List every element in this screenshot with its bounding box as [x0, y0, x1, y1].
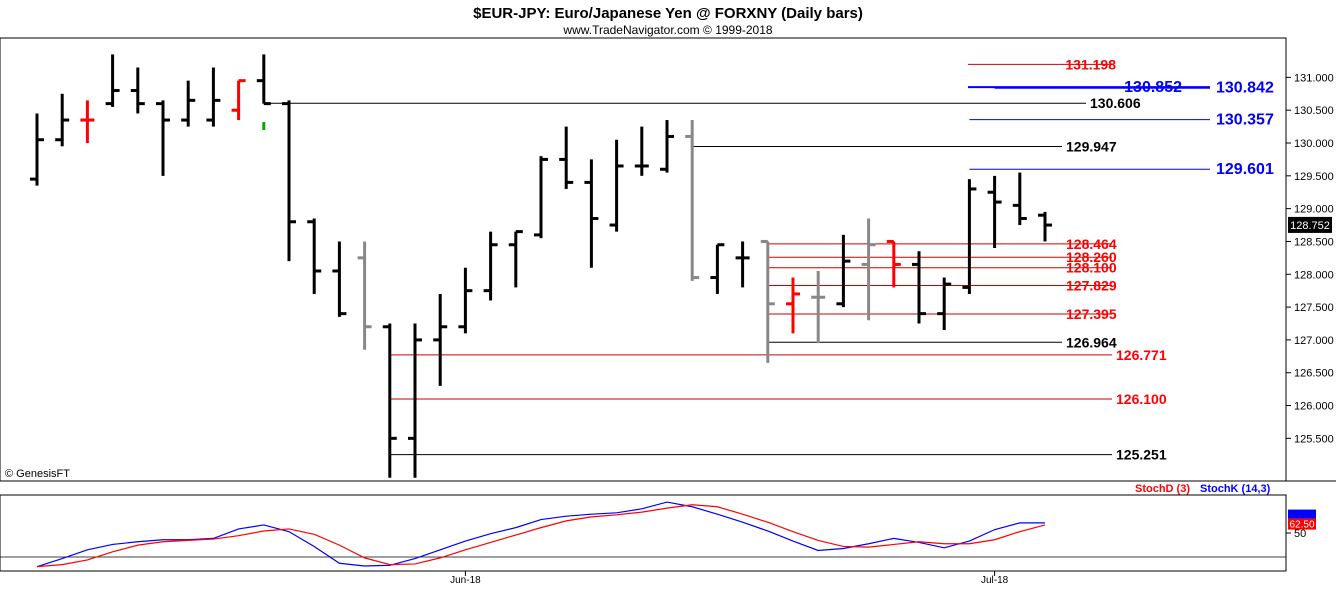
stoch-series-line: [36, 501, 1045, 568]
level-label: 129.601: [1216, 161, 1274, 178]
level-label: 125.251: [1116, 447, 1167, 463]
stoch-series-line: [36, 504, 1046, 568]
ohlc-bar: [811, 270, 826, 344]
y-tick-label: 126.500: [1294, 368, 1334, 380]
ohlc-bar: [735, 241, 750, 288]
chart-title: $EUR-JPY: Euro/Japanese Yen @ FORXNY (Da…: [473, 5, 863, 22]
x-tick-label: Jun-18: [450, 575, 481, 586]
ohlc-bar: [886, 239, 901, 288]
x-tick-label: Jul-18: [981, 575, 1009, 586]
ohlc-bar: [760, 239, 775, 363]
level-label: 130.606: [1090, 95, 1141, 111]
copyright-text: © GenesisFT: [5, 468, 70, 480]
ohlc-bar: [80, 100, 95, 144]
level-label: 130.357: [1216, 112, 1274, 129]
ohlc-bar: [1012, 172, 1027, 226]
ohlc-bar: [206, 67, 221, 127]
y-tick-label: 125.500: [1294, 433, 1334, 445]
last-value-badge: [1288, 216, 1332, 233]
ohlc-bar: [483, 231, 498, 301]
ohlc-bar: [156, 100, 170, 176]
level-label: 127.395: [1066, 306, 1117, 322]
osc-last-value-label: 62.50: [1289, 520, 1314, 531]
level-label: 126.771: [1116, 347, 1167, 363]
level-label: 129.947: [1066, 138, 1117, 154]
ohlc-bar: [987, 175, 1002, 249]
ohlc-bar: [508, 230, 523, 288]
ohlc-bar: [634, 126, 649, 176]
ohlc-bar: [30, 113, 44, 186]
chart-subtitle: www.TradeNavigator.com © 1999-2018: [562, 23, 772, 37]
ohlc-bar: [458, 267, 473, 334]
y-tick-label: 131.000: [1294, 72, 1334, 84]
ohlc-bar: [256, 54, 271, 106]
ohlc-bar: [786, 277, 800, 334]
level-label: 130.842: [1216, 80, 1274, 97]
ohlc-bar: [937, 277, 952, 331]
ohlc-bar: [559, 126, 574, 189]
last-value-label: 128.752: [1290, 220, 1330, 232]
osc-last-value-badge: [1288, 518, 1316, 530]
ohlc-bar: [685, 120, 700, 281]
osc-y-tick-label: 50: [1294, 528, 1306, 540]
level-label: 128.260: [1066, 249, 1117, 265]
osc-last-value-badge-top: [1288, 509, 1316, 519]
y-tick-label: 128.000: [1294, 269, 1334, 281]
legend-entry: StochK (14,3): [1200, 483, 1271, 495]
y-tick-label: 128.500: [1294, 236, 1334, 248]
ohlc-bar: [357, 241, 372, 350]
ohlc-bar: [433, 293, 448, 386]
ohlc-bar: [332, 241, 347, 317]
level-label: 131.198: [1065, 56, 1116, 72]
ohlc-bar: [609, 139, 624, 232]
y-tick-label: 127.500: [1294, 302, 1334, 314]
legend-entry: StochD (3): [1135, 483, 1190, 495]
ohlc-bar: [912, 251, 926, 324]
ohlc-bar: [584, 159, 599, 268]
ohlc-bar: [660, 120, 674, 173]
ohlc-bar: [710, 243, 725, 294]
ohlc-bar: [181, 80, 196, 127]
level-label: 128.464: [1066, 236, 1117, 252]
ohlc-bar: [836, 234, 851, 308]
level-label: 127.829: [1066, 277, 1117, 293]
ohlc-bar: [55, 93, 70, 147]
y-tick-label: 130.000: [1294, 138, 1334, 150]
ohlc-bar: [307, 218, 322, 294]
y-tick-label: 129.000: [1294, 204, 1334, 216]
y-tick-label: 129.500: [1294, 171, 1334, 183]
ohlc-bar: [382, 323, 397, 478]
ohlc-bar: [408, 323, 422, 478]
level-label: 128.100: [1066, 260, 1117, 276]
level-label: 126.100: [1116, 391, 1167, 407]
ohlc-bar: [962, 179, 977, 294]
y-tick-label: 130.500: [1294, 105, 1334, 117]
ohlc-bar: [130, 67, 145, 114]
level-label: 126.964: [1066, 334, 1117, 350]
ohlc-bar: [534, 156, 548, 239]
ohlc-bar: [1038, 211, 1052, 242]
ohlc-bar: [861, 218, 876, 321]
ohlc-bar: [282, 100, 296, 262]
ohlc-bar: [231, 79, 246, 121]
ohlc-bar: [105, 54, 120, 107]
y-tick-label: 126.000: [1294, 401, 1334, 413]
y-tick-label: 127.000: [1294, 335, 1334, 347]
